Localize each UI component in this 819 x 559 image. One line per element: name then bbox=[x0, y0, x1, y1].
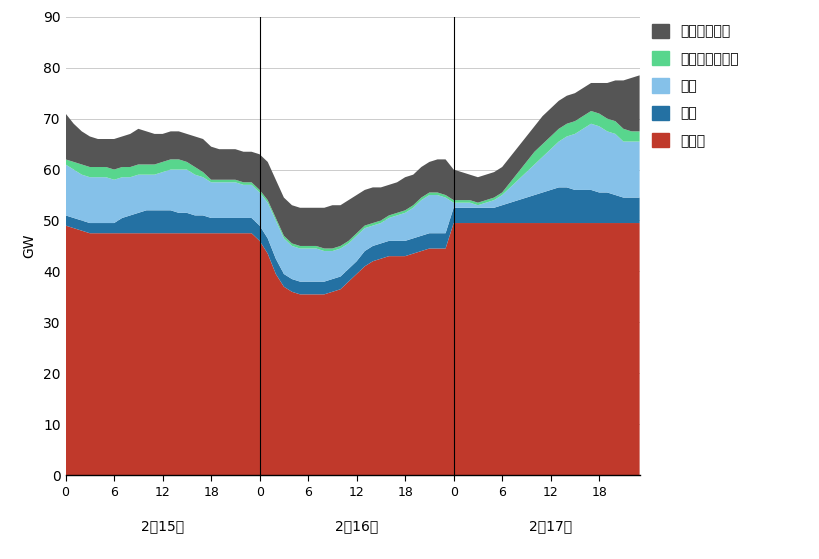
Y-axis label: GW: GW bbox=[22, 234, 36, 258]
Legend: 化石燃料・他, その他自然エネ, 風力, 水力, 原子力: 化石燃料・他, その他自然エネ, 風力, 水力, 原子力 bbox=[651, 23, 738, 148]
Text: 2月16日: 2月16日 bbox=[335, 520, 378, 534]
Text: 2月17日: 2月17日 bbox=[528, 520, 572, 534]
Text: 2月15日: 2月15日 bbox=[141, 520, 184, 534]
